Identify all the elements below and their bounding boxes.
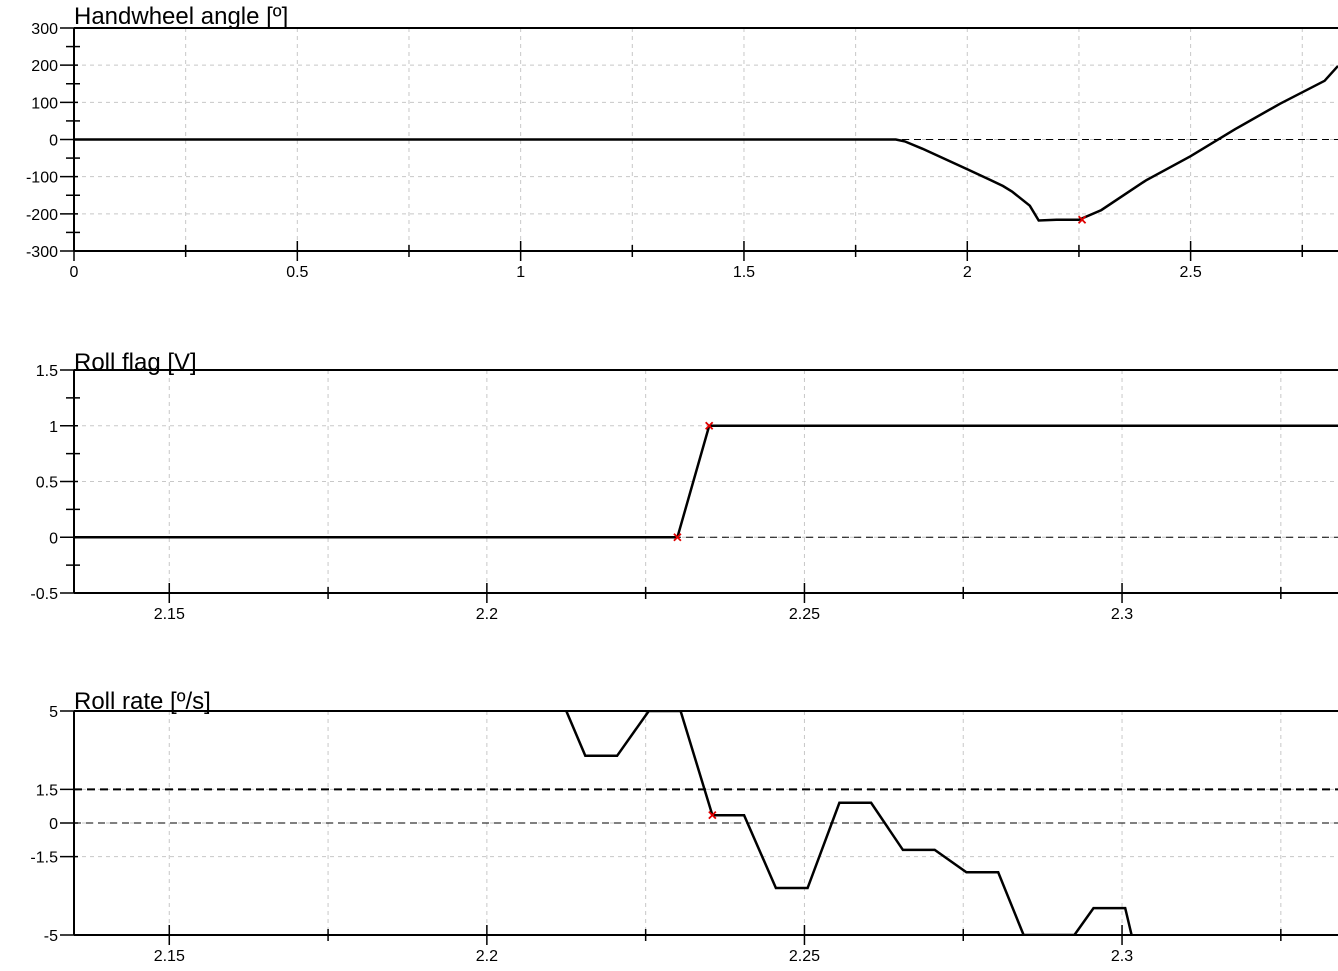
x-tick-label: 2.2 xyxy=(476,948,498,965)
marker-stroke xyxy=(708,811,717,820)
y-tick-label: 0 xyxy=(49,530,58,547)
y-tick-label: 5 xyxy=(49,704,58,721)
chart-title: Roll flag [V] xyxy=(74,349,197,376)
data-marker xyxy=(705,421,714,430)
chart-title: Roll rate [º/s] xyxy=(74,688,211,715)
y-tick-label: -100 xyxy=(26,170,58,187)
y-tick-label: 0.5 xyxy=(36,475,58,492)
series-line xyxy=(74,65,1338,222)
y-tick-label: 1.5 xyxy=(36,363,58,380)
x-tick-label: 2.25 xyxy=(789,948,820,965)
y-tick-label: -200 xyxy=(26,207,58,224)
series-line xyxy=(565,710,1133,936)
x-tick-label: 0 xyxy=(70,264,79,281)
y-tick-label: 1 xyxy=(49,419,58,436)
marker-stroke xyxy=(1077,215,1087,224)
x-tick-label: 2.2 xyxy=(476,606,498,623)
x-tick-label: 0.5 xyxy=(286,264,308,281)
y-tick-label: 100 xyxy=(31,95,58,112)
x-tick-label: 1 xyxy=(516,264,525,281)
data-marker xyxy=(708,811,717,820)
y-tick-label: -0.5 xyxy=(30,586,58,603)
chart-3: 2.15 2.2 2.25 2.3 -5 -1.5 0 1.5 5 Roll rate [º/s] xyxy=(30,688,1338,965)
data-marker xyxy=(1077,215,1087,224)
y-tick-label: 300 xyxy=(31,21,58,38)
y-tick-label: -5 xyxy=(44,928,58,945)
y-tick-label: 0 xyxy=(49,816,58,833)
marker-stroke xyxy=(705,421,714,430)
x-tick-label: 2 xyxy=(963,264,972,281)
y-tick-label: 200 xyxy=(31,58,58,75)
series-line xyxy=(74,424,1338,539)
x-tick-label: 2.15 xyxy=(154,606,185,623)
x-tick-label: 2.25 xyxy=(789,606,820,623)
y-tick-label: -1.5 xyxy=(30,850,58,867)
x-tick-label: 2.3 xyxy=(1111,948,1133,965)
x-tick-label: 2.5 xyxy=(1179,264,1201,281)
x-tick-label: 2.15 xyxy=(154,948,185,965)
y-tick-label: 1.5 xyxy=(36,782,58,799)
chart-2: 2.15 2.2 2.25 2.3 -0.5 0 0.5 1 1.5 Roll flag [V] xyxy=(30,349,1338,623)
data-marker xyxy=(673,533,682,542)
x-tick-label: 1.5 xyxy=(733,264,755,281)
chart-1: 0 0.5 1 1.5 2 2.5 -300 -200 -100 0 100 200 300 Handwh… xyxy=(26,3,1338,281)
x-tick-label: 2.3 xyxy=(1111,606,1133,623)
marker-stroke xyxy=(673,533,682,542)
y-tick-label: 0 xyxy=(49,133,58,150)
y-tick-label: -300 xyxy=(26,244,58,261)
chart-title: Handwheel angle [º] xyxy=(74,3,288,30)
